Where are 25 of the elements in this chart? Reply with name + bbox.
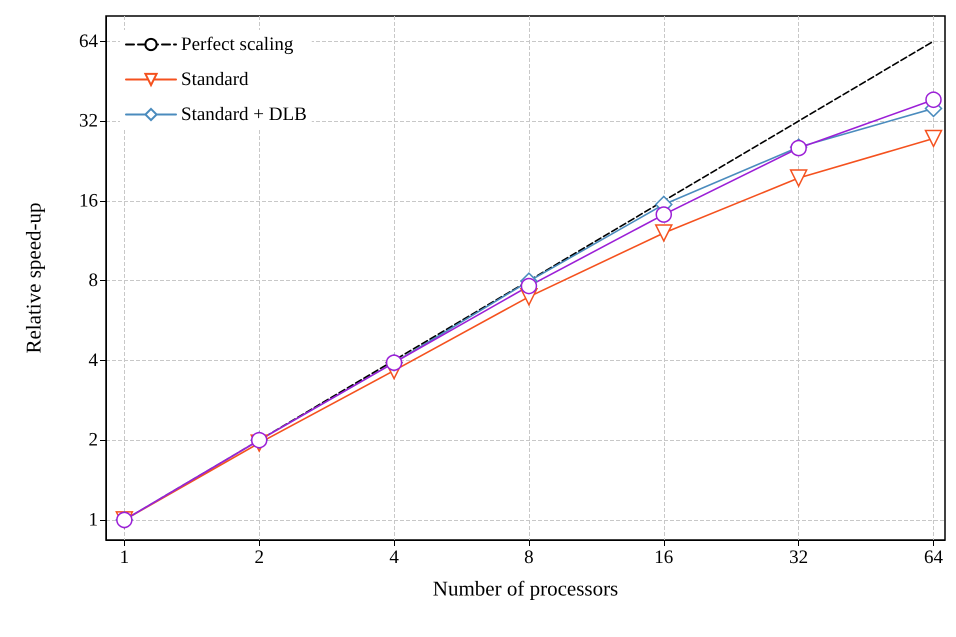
- point: [656, 206, 672, 223]
- legend-label: Standard + DLB: [181, 104, 307, 125]
- x-axis-title: Number of processors: [432, 576, 618, 600]
- legend-label: Standard: [181, 69, 250, 90]
- x-tick-label: 4: [389, 547, 400, 568]
- y-tick-label: 16: [79, 190, 98, 212]
- point: [924, 130, 942, 148]
- point: [520, 278, 538, 294]
- y-tick-label: 4: [88, 350, 98, 371]
- x-tick-label: 8: [524, 547, 534, 568]
- y-tick-label: 8: [88, 270, 98, 292]
- x-tick-label: 1: [120, 547, 130, 568]
- point: [790, 169, 808, 187]
- y-axis-title: Relative speed-up: [22, 202, 46, 354]
- y-tick-label: 2: [88, 430, 98, 451]
- x-tick-label: 32: [789, 547, 808, 568]
- point: [925, 92, 942, 108]
- x-tick-label: 2: [254, 547, 264, 568]
- point: [655, 224, 673, 242]
- y-tick-label: 32: [79, 110, 98, 132]
- y-tick-label: 64: [79, 30, 98, 52]
- y-tick-label: 1: [88, 509, 98, 530]
- legend-label: Perfect scaling: [181, 34, 294, 55]
- x-tick-label: 64: [924, 547, 944, 568]
- x-tick-label: 16: [654, 547, 674, 568]
